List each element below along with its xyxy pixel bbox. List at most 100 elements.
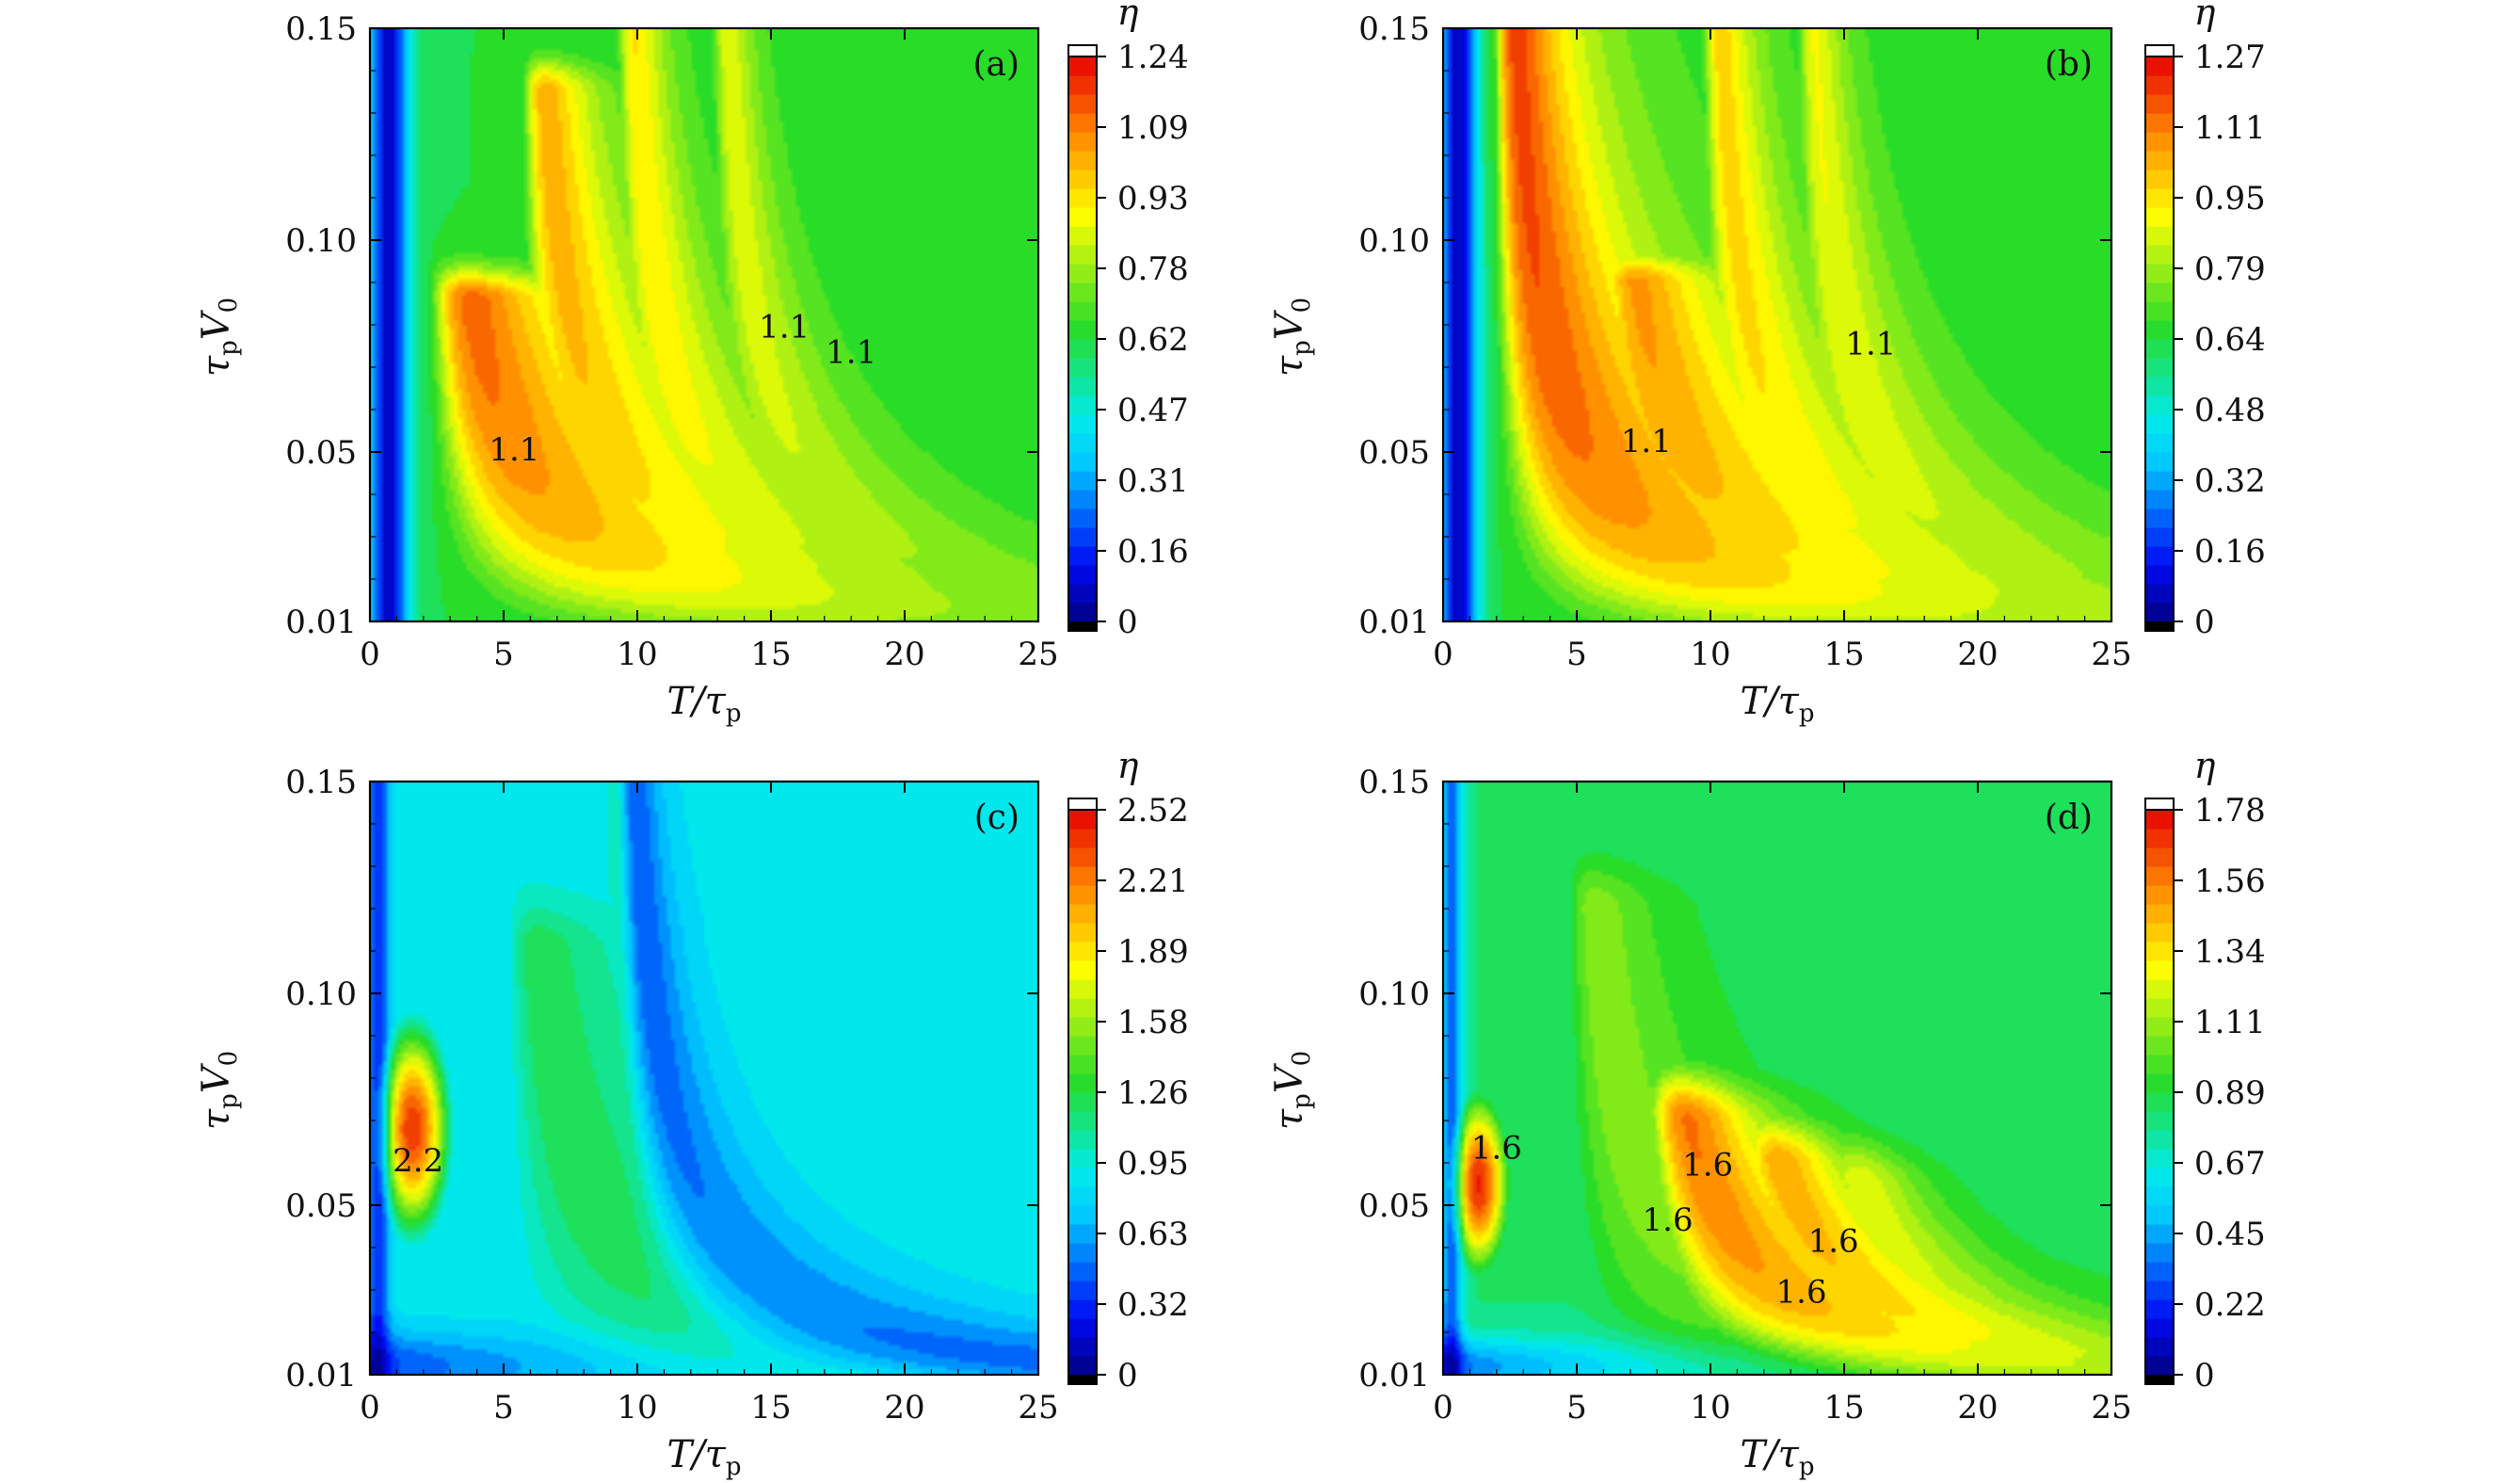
colorbar-band [1068, 979, 1097, 999]
colorbar-band [1068, 1130, 1097, 1150]
y-axis-label: τpV0 [195, 1051, 243, 1130]
colorbar-tick-label: 0.78 [1117, 250, 1189, 288]
colorbar-tick-label: 0.79 [2194, 250, 2266, 288]
y-tick-label: 0.01 [1358, 604, 1430, 641]
x-tick-label: 25 [1018, 636, 1058, 673]
colorbar-band [1068, 1224, 1097, 1244]
panel-label: (a) [972, 45, 1019, 84]
x-tick-label: 5 [493, 1389, 514, 1427]
colorbar: 2.52 2.21 1.89 1.58 1.26 0.95 0.63 0.32 0 η [1067, 745, 1189, 1394]
colorbar-band [1068, 1262, 1097, 1282]
colorbar-tick-label: 2.52 [1117, 792, 1189, 830]
colorbar-tick-label: 0.45 [2194, 1216, 2266, 1253]
colorbar-band [2145, 829, 2174, 848]
x-tick-label: 15 [750, 1389, 791, 1427]
colorbar-band [2145, 301, 2174, 321]
colorbar-band [1068, 960, 1097, 980]
x-axis-label: T/τp [667, 680, 742, 728]
colorbar-band [1068, 452, 1097, 472]
colorbar-band [2145, 113, 2174, 133]
colorbar-label: η [2194, 745, 2216, 786]
colorbar-band [1068, 885, 1097, 905]
contour-label: 1.6 [1808, 1223, 1859, 1261]
panel-label: (b) [2045, 45, 2093, 84]
colorbar-band [1068, 1337, 1097, 1357]
colorbar-band [2145, 960, 2174, 980]
colorbar-band [2145, 188, 2174, 208]
contour-label: 1.1 [1621, 423, 1672, 460]
colorbar-band [1068, 264, 1097, 283]
colorbar-tick-label: 1.78 [2194, 792, 2266, 830]
colorbar-band [1068, 377, 1097, 396]
colorbar-band [1068, 1205, 1097, 1225]
colorbar-band [1068, 546, 1097, 566]
colorbar-band [1068, 433, 1097, 453]
colorbar-band [1068, 1017, 1097, 1037]
colorbar-band [2145, 1299, 2174, 1319]
colorbar-tick-label: 0.93 [1117, 180, 1189, 218]
colorbar-band [2145, 847, 2174, 867]
panel-b: 0 5 10 15 20 25 0.01 0.05 0.10 0.15 T/τp τpV0 (b) 1.1… [1268, 0, 2266, 728]
colorbar-band [1068, 414, 1097, 434]
contour-label: 1.1 [759, 309, 810, 347]
contour-label: 1.1 [489, 431, 539, 469]
colorbar-band [2145, 508, 2174, 528]
colorbar-band [1068, 1168, 1097, 1187]
colorbar-band [2145, 565, 2174, 585]
x-tick-label: 15 [750, 636, 791, 673]
heatmap-image [1443, 782, 2111, 1375]
colorbar-band [1068, 56, 1097, 76]
colorbar-band [1068, 998, 1097, 1018]
y-axis-label: τpV0 [1268, 1051, 1316, 1130]
colorbar-band [1068, 1055, 1097, 1074]
colorbar-underflow [2145, 1375, 2174, 1384]
colorbar-tick-label: 0.16 [2194, 533, 2266, 571]
colorbar-label: η [1117, 745, 1139, 786]
colorbar-band [2145, 358, 2174, 378]
colorbar-band [1068, 1186, 1097, 1206]
colorbar-tick-label: 0.32 [1117, 1286, 1189, 1324]
colorbar-band [2145, 132, 2174, 152]
colorbar-tick-label: 1.26 [1117, 1074, 1189, 1112]
colorbar-band [1068, 282, 1097, 302]
colorbar-band [1068, 1299, 1097, 1319]
colorbar-band [2145, 94, 2174, 114]
y-tick-label: 0.10 [1358, 975, 1430, 1013]
colorbar-label: η [2194, 0, 2216, 33]
x-tick-label: 20 [1957, 636, 1998, 673]
colorbar-band [1068, 829, 1097, 848]
colorbar-underflow [1068, 621, 1097, 631]
colorbar-band [1068, 358, 1097, 378]
colorbar-band [2145, 1186, 2174, 1206]
colorbar-band [2145, 75, 2174, 95]
x-tick-label: 25 [1018, 1389, 1058, 1427]
colorbar-tick-label: 1.58 [1117, 1004, 1189, 1041]
colorbar-band [1068, 113, 1097, 133]
colorbar: 1.78 1.56 1.34 1.11 0.89 0.67 0.45 0.22 0 η [2144, 745, 2266, 1394]
colorbar-band [1068, 866, 1097, 886]
colorbar-band [2145, 866, 2174, 886]
colorbar-band [2145, 1337, 2174, 1357]
colorbar-band [1068, 810, 1097, 830]
colorbar-band [1068, 1111, 1097, 1131]
y-tick-label: 0.15 [1358, 764, 1430, 801]
y-tick-label: 0.15 [285, 764, 357, 801]
x-tick-label: 15 [1823, 1389, 1864, 1427]
colorbar-band [1068, 603, 1097, 622]
contour-label: 1.1 [1845, 326, 1896, 363]
colorbar-tick-label: 0 [1117, 604, 1138, 641]
colorbar-band [2145, 923, 2174, 943]
contour-label: 1.6 [1776, 1274, 1827, 1312]
colorbar-band [2145, 1111, 2174, 1131]
colorbar-band [2145, 151, 2174, 170]
colorbar-band [2145, 264, 2174, 283]
colorbar-band [1068, 75, 1097, 95]
heatmap-image [370, 28, 1038, 621]
x-tick-label: 10 [617, 1389, 657, 1427]
colorbar-tick-label: 1.09 [1117, 109, 1189, 147]
colorbar-tick-label: 0.95 [1117, 1145, 1189, 1183]
colorbar-label: η [1117, 0, 1139, 33]
colorbar-band [1068, 169, 1097, 189]
x-tick-label: 25 [2091, 1389, 2131, 1427]
